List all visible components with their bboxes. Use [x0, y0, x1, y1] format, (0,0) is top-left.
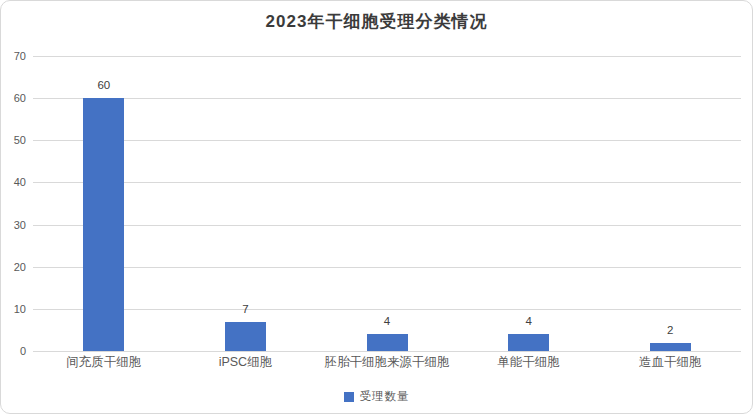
bar-3: [367, 334, 408, 351]
gridline: [33, 225, 741, 226]
legend-label: 受理数量: [360, 389, 410, 404]
gridline: [33, 56, 741, 57]
y-tick-label: 30: [1, 219, 26, 231]
legend: 受理数量: [1, 389, 752, 404]
y-axis: 010203040506070: [1, 56, 26, 351]
gridline: [33, 98, 741, 99]
plot-area: 60 7 4 4 2: [33, 56, 741, 351]
y-tick-label: 0: [1, 345, 26, 357]
x-tick-label: iPSC细胞: [219, 354, 272, 371]
x-tick-label: 单能干细胞: [497, 354, 560, 371]
gridline: [33, 351, 741, 352]
x-tick-label: 间充质干细胞: [66, 354, 141, 371]
y-tick-label: 70: [1, 50, 26, 62]
bar-value-label: 2: [667, 324, 673, 336]
chart-frame: 2023年干细胞受理分类情况 0 10 20 30 40 50 60 70 60 7 4 4 2 间充…: [0, 0, 753, 414]
bar-4: [508, 334, 549, 351]
y-tick-label: 10: [1, 303, 26, 315]
chart-title: 2023年干细胞受理分类情况: [1, 10, 752, 33]
bar-value-label: 60: [97, 79, 110, 91]
bar-value-label: 4: [525, 315, 531, 327]
x-tick-label: 胚胎干细胞来源干细胞: [325, 354, 450, 371]
bar-value-label: 7: [242, 303, 248, 315]
legend-swatch-icon: [344, 392, 354, 402]
y-tick-label: 50: [1, 134, 26, 146]
gridline: [33, 309, 741, 310]
bar-2: [225, 322, 266, 352]
gridline: [33, 267, 741, 268]
bar-value-label: 4: [384, 315, 390, 327]
x-tick-label: 造血干细胞: [639, 354, 702, 371]
y-tick-label: 40: [1, 176, 26, 188]
bar-1: [83, 98, 124, 351]
x-axis: 间充质干细胞 iPSC细胞 胚胎干细胞来源干细胞 单能干细胞 造血干细胞: [33, 354, 741, 372]
y-tick-label: 60: [1, 92, 26, 104]
y-tick-label: 20: [1, 261, 26, 273]
bar-5: [650, 343, 691, 351]
gridline: [33, 140, 741, 141]
gridline: [33, 182, 741, 183]
